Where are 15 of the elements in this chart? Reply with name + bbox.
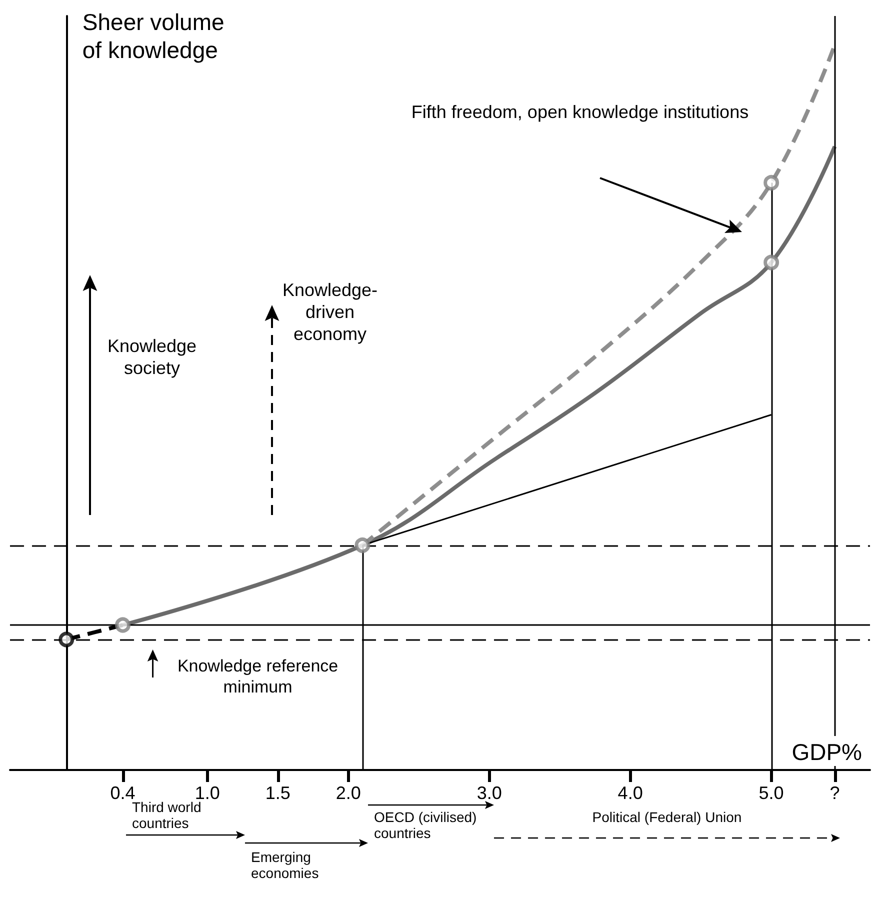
annotation: Knowledge-driven economy <box>282 280 378 344</box>
annotation: Knowledge society <box>107 336 197 378</box>
annotation: Fifth freedom, open knowledge institutions <box>411 102 749 122</box>
legend-label: Knowledge reference minimum <box>177 656 338 696</box>
x-axis-title: GDP% <box>792 739 862 765</box>
x-tick-label: 2.0 <box>336 783 361 803</box>
text: OECD (civilised) countries <box>374 809 477 841</box>
y-axis-title: Sheer volume of knowledge <box>82 9 224 63</box>
x-tick-label: 1.5 <box>265 783 290 803</box>
text: Political (Federal) Union <box>592 809 742 825</box>
text: Emerging economies <box>251 849 319 881</box>
x-tick-label: 3.0 <box>476 783 502 803</box>
x-tick-label: 5.0 <box>758 783 784 803</box>
x-tick-label: 4.0 <box>618 783 643 803</box>
x-tick-label: ? <box>830 783 840 803</box>
